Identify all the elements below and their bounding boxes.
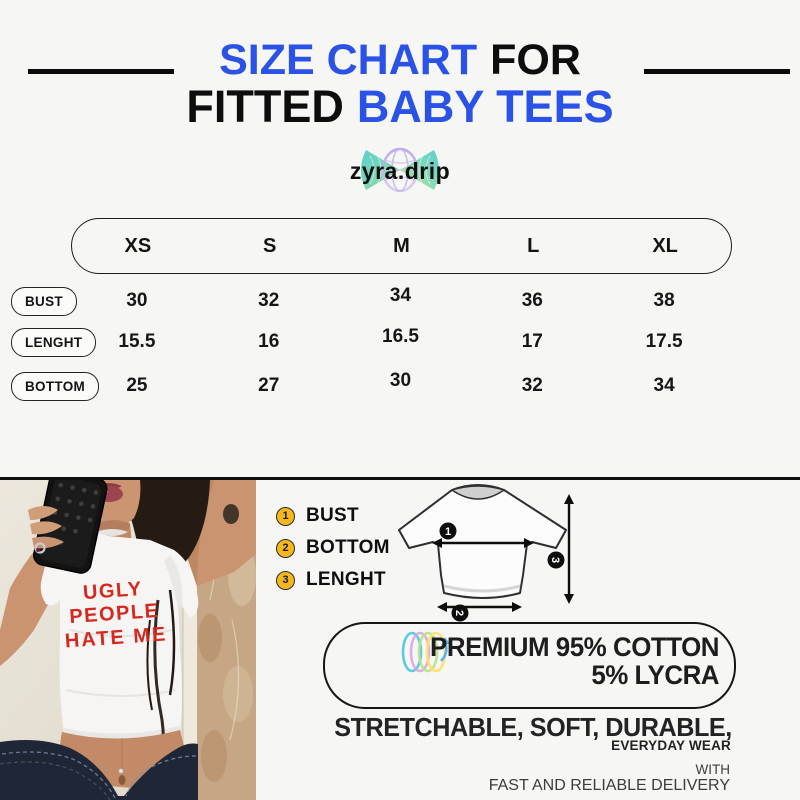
tee-measure-diagram: 1 3 2 <box>386 480 591 627</box>
size-column-xl: XL <box>652 234 678 257</box>
lenght-m: 16.5 <box>382 326 419 347</box>
bust-xl: 38 <box>653 290 675 311</box>
row-label-bust: BUST <box>11 287 77 316</box>
row-label-bottom: BOTTOM <box>11 372 100 401</box>
page-title-line2: FITTED BABY TEES <box>0 84 800 130</box>
lenght-xl: 17.5 <box>645 331 683 352</box>
model-photo-illustration <box>0 470 256 800</box>
diagram-marker-bust: 1 <box>445 526 451 538</box>
size-column-xs: XS <box>124 234 152 257</box>
page-title-line1: SIZE CHART FOR <box>0 38 800 82</box>
row-label-lenght: LENGHT <box>11 328 97 357</box>
lenght-s: 16 <box>258 331 280 352</box>
measure-legend: 1 BUST 2 BOTTOM 3 LENGHT <box>276 503 390 599</box>
diagram-marker-length: 3 <box>549 557 561 563</box>
delivery-text: FAST AND RELIABLE DELIVERY <box>488 777 730 794</box>
fabric-line1: PREMIUM 95% COTTON <box>429 632 719 662</box>
table-row-bottom: 25 27 30 32 34 <box>71 370 730 400</box>
legend-num-3-icon: 3 <box>276 570 295 590</box>
bust-xs: 30 <box>126 290 148 311</box>
legend-label-bottom: BOTTOM <box>306 537 390 558</box>
brand-name: zyra.drip <box>349 158 451 184</box>
title1-rest: FOR <box>490 36 581 84</box>
diagram-marker-bottom: 2 <box>453 610 465 616</box>
legend-item-bust: 1 BUST <box>276 503 390 529</box>
lenght-l: 17 <box>521 331 543 352</box>
bust-m: 34 <box>389 285 412 306</box>
fabric-text: PREMIUM 95% COTTON 5% LYCRA <box>430 633 719 689</box>
title2-rest: FITTED <box>186 81 344 132</box>
legend-label-bust: BUST <box>306 505 359 526</box>
section-divider <box>0 477 800 480</box>
legend-item-bottom: 2 BOTTOM <box>276 535 390 561</box>
size-table-header: XS S M L XL <box>71 218 732 274</box>
size-column-m: M <box>393 234 410 257</box>
tagline-main: STRETCHABLE, SOFT, DURABLE, <box>334 712 733 742</box>
fabric-line2: 5% LYCRA <box>591 660 719 690</box>
table-row-bust: 30 32 34 36 38 <box>71 285 730 315</box>
size-column-l: L <box>527 234 540 257</box>
tee-print-text: UGLY PEOPLE HATE ME <box>40 575 190 655</box>
legend-num-1-icon: 1 <box>276 506 295 526</box>
legend-num-2-icon: 2 <box>276 538 295 558</box>
title-rule-left <box>28 69 174 74</box>
lenght-xs: 15.5 <box>118 331 156 352</box>
bottom-l: 32 <box>521 375 543 396</box>
tee-outline-icon: 1 3 2 <box>398 484 574 622</box>
bust-s: 32 <box>258 290 280 311</box>
brand-logo: zyra.drip <box>340 144 460 196</box>
bottom-s: 27 <box>258 375 280 396</box>
tagline-sub: EVERYDAY WEAR <box>611 738 731 753</box>
bottom-xs: 25 <box>126 375 148 396</box>
title2-accent: BABY TEES <box>356 81 614 132</box>
model-photo: UGLY PEOPLE HATE ME <box>0 470 256 800</box>
delivery-with: WITH <box>695 762 731 777</box>
title-rule-right <box>644 69 790 74</box>
bust-l: 36 <box>521 290 543 311</box>
holographic-butterfly-icon <box>361 147 439 193</box>
table-row-lenght: 15.5 16 16.5 17 17.5 <box>71 326 730 356</box>
size-column-s: S <box>263 234 277 257</box>
stretch-fabric-icon <box>401 631 450 673</box>
title1-accent: SIZE CHART <box>219 36 478 84</box>
bottom-m: 30 <box>389 370 412 391</box>
bottom-xl: 34 <box>653 375 675 396</box>
legend-label-lenght: LENGHT <box>306 569 386 590</box>
fabric-info-pill: PREMIUM 95% COTTON 5% LYCRA <box>323 622 736 709</box>
legend-item-lenght: 3 LENGHT <box>276 567 390 593</box>
